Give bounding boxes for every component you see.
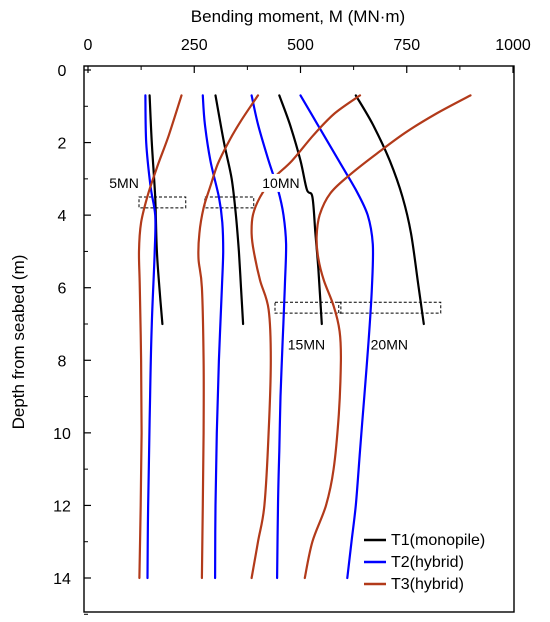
series-line-t2hybrid-20mn — [299, 94, 375, 580]
legend-label: T3(hybrid) — [391, 576, 464, 593]
annotation-label-5mn: 5MN — [109, 175, 139, 191]
x-tick-label: 0 — [84, 37, 93, 54]
y-axis-ticks: 0 2 4 6 8 10 12 14 — [53, 63, 91, 615]
x-tick-label: 250 — [181, 37, 208, 54]
y-tick-label: 14 — [53, 571, 71, 588]
annotation-box-15mn — [274, 301, 342, 314]
annotation-label-bg — [258, 173, 301, 192]
series-line-t3hybrid-20mn — [303, 94, 472, 580]
annotation-label-20mn: 20MN — [371, 336, 408, 352]
y-tick-label: 8 — [58, 353, 67, 370]
legend-label: T1(monopile) — [391, 532, 485, 549]
annotation-label-15mn: 15MN — [288, 336, 325, 352]
series-line-t2hybrid-10mn — [201, 94, 225, 580]
y-tick-label: 0 — [58, 63, 67, 80]
annotation-box-10mn — [204, 196, 255, 209]
load-annotation-boxes — [138, 196, 442, 314]
series-line-t2hybrid-5mn — [144, 94, 157, 580]
x-tick-label: 1000 — [495, 37, 531, 54]
y-tick-label: 12 — [53, 498, 71, 515]
legend: T1(monopile) T2(hybrid) T3(hybrid) — [364, 532, 485, 593]
annotation-box-20mn — [338, 301, 442, 314]
y-tick-label: 4 — [58, 208, 67, 225]
series-line-t1monopile-5mn — [148, 94, 164, 326]
x-tick-label: 500 — [287, 37, 314, 54]
x-axis-ticks: 0 250 500 750 1000 — [84, 37, 531, 73]
series-line-t3hybrid-5mn — [137, 94, 183, 580]
series-line-t3hybrid-10mn — [197, 94, 260, 580]
series-line-t1monopile-10mn — [214, 94, 245, 326]
plot-frame — [83, 65, 515, 613]
y-tick-label: 10 — [53, 426, 71, 443]
annotation-box-5mn — [138, 196, 187, 209]
load-annotation-labels: 5MN 10MN 15MN 20MN — [105, 173, 408, 352]
y-axis-title: Depth from seabed (m) — [9, 255, 28, 430]
y-tick-label: 2 — [58, 136, 67, 153]
series-line-t1monopile-20mn — [354, 94, 425, 326]
series-line-t2hybrid-15mn — [250, 94, 288, 580]
series-line-t1monopile-15mn — [278, 94, 323, 326]
annotation-label-bg — [105, 173, 148, 192]
annotation-label-10mn: 10MN — [262, 175, 299, 191]
y-tick-label: 6 — [58, 281, 67, 298]
x-tick-label: 750 — [393, 37, 420, 54]
series-lines — [137, 94, 472, 580]
legend-label: T2(hybrid) — [391, 554, 464, 571]
series-line-t3hybrid-15mn — [250, 94, 362, 580]
x-axis-title: Bending moment, M (MN·m) — [191, 7, 405, 26]
